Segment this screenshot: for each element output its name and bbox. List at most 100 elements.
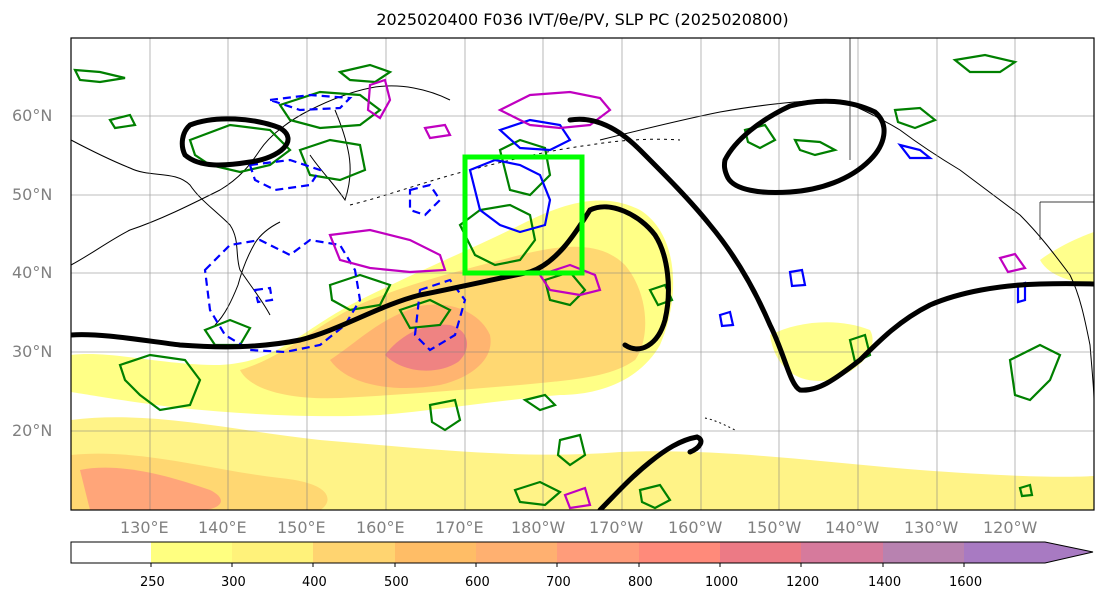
colorbar-swatch-600 <box>476 542 557 563</box>
lon-label-120w: 120°W <box>983 518 1038 537</box>
colorbar-swatch-1000 <box>720 542 801 563</box>
colorbar-swatch-1600 <box>964 542 1045 563</box>
pv-contour-blue <box>497 118 572 152</box>
pv-contour <box>522 393 558 412</box>
colorbar-label-1000: 1000 <box>705 575 739 590</box>
lon-label-130e: 130°E <box>120 518 169 537</box>
lon-label-140e: 140°E <box>198 518 247 537</box>
lat-label-20n: 20°N <box>12 421 53 440</box>
slp-contour-alaska-high <box>721 98 887 195</box>
colorbar-label-400: 400 <box>302 575 327 590</box>
graticule <box>71 38 1094 510</box>
colorbar-label-1400: 1400 <box>868 575 902 590</box>
lat-label-50n: 50°N <box>12 185 53 204</box>
pv-neg-contour <box>413 278 467 352</box>
lon-label-140w: 140°W <box>825 518 880 537</box>
pv-contour-blue <box>788 268 807 288</box>
colorbar-swatch-500 <box>395 542 476 563</box>
pv-neg-contour <box>253 286 274 304</box>
pv-contour <box>638 483 672 510</box>
alaska-coastline <box>599 99 1094 401</box>
map-area <box>71 38 1094 510</box>
pv-neg-contour <box>408 183 442 217</box>
pv-contour-blue <box>718 310 735 328</box>
ivt-band-tropical <box>71 417 1094 510</box>
pv-contour <box>793 138 839 157</box>
pv-contour <box>743 123 777 150</box>
chart-title: 2025020400 F036 IVT/θe/PV, SLP PC (20250… <box>376 10 789 29</box>
pv-contour <box>848 333 872 364</box>
pv-contour <box>278 90 382 130</box>
pv-contour <box>73 68 126 84</box>
pv-contours-blue-dashed <box>203 93 467 354</box>
colorbar-swatch-1400 <box>883 542 964 563</box>
lon-label-130w: 130°W <box>904 518 959 537</box>
lon-label-170w: 170°W <box>589 518 644 537</box>
slp-contour-subtropic <box>597 434 704 510</box>
pv-contour <box>952 53 1018 74</box>
colorbar-label-700: 700 <box>546 575 571 590</box>
ivt-river-peak <box>385 324 468 371</box>
lon-label-150w: 150°W <box>747 518 802 537</box>
colorbar-swatch-700 <box>557 542 639 563</box>
pv-contour <box>513 480 562 507</box>
colorbar-outline <box>70 541 1094 564</box>
slp-contour-kuril-low <box>179 116 291 168</box>
pv-contours-green <box>73 53 1062 510</box>
colorbar-ticks <box>150 563 965 567</box>
colorbar-label-800: 800 <box>628 575 653 590</box>
pv-neg-contour <box>269 93 353 112</box>
pv-contour <box>398 298 452 330</box>
lat-label-60n: 60°N <box>12 106 53 125</box>
pv-contour <box>893 106 938 130</box>
colorbar-label-1200: 1200 <box>786 575 820 590</box>
pv-contour <box>458 203 537 267</box>
theta-e-contour <box>366 78 392 120</box>
pv-neg-contour <box>203 238 362 354</box>
pv-contour <box>1008 343 1062 402</box>
pv-contour <box>108 113 137 130</box>
pv-contour <box>298 138 367 182</box>
ivt-blob-coast <box>1040 232 1094 285</box>
colorbar-swatch-800 <box>639 542 720 563</box>
pv-contour <box>203 318 252 347</box>
colorbar <box>70 541 1094 567</box>
pv-contour <box>188 123 292 174</box>
lon-label-180w: 180°W <box>511 518 566 537</box>
lon-label-170e: 170°E <box>435 518 484 537</box>
hawaii <box>704 417 736 431</box>
pv-neg-contour <box>248 158 322 192</box>
theta-e-contour <box>423 123 452 140</box>
pv-contour-blue <box>468 158 552 234</box>
theta-e-contours <box>328 78 1027 510</box>
map-frame <box>70 37 1095 511</box>
colorbar-swatch-1200 <box>801 542 883 563</box>
theta-e-contour <box>538 263 602 297</box>
pv-contours-blue <box>468 118 1027 328</box>
colorbar-label-600: 600 <box>465 575 490 590</box>
colorbar-label-500: 500 <box>384 575 409 590</box>
slp-pc-contours <box>71 98 1094 510</box>
pv-contour-blue <box>897 143 934 160</box>
ivt-band-tropical-peak <box>80 467 221 510</box>
pv-contour <box>118 353 202 412</box>
colorbar-label-300: 300 <box>221 575 246 590</box>
colorbar-label-1600: 1600 <box>949 575 983 590</box>
colorbar-swatch-300 <box>232 542 313 563</box>
pv-contour <box>556 433 587 467</box>
pv-contour <box>498 138 552 197</box>
slp-contour-gulf-of-alaska <box>567 116 1094 393</box>
slp-contour-westpac <box>71 204 671 352</box>
japan-coastline <box>214 221 281 326</box>
pv-contour <box>428 398 462 432</box>
lat-label-40n: 40°N <box>12 263 53 282</box>
pv-contour <box>648 283 674 307</box>
ivt-blob-east <box>770 322 873 381</box>
theta-e-contour <box>497 90 612 130</box>
lon-label-150e: 150°E <box>277 518 326 537</box>
kamchatka-coastline <box>309 109 351 202</box>
canada-us-border <box>849 38 1094 240</box>
colorbar-label-250: 250 <box>140 575 165 590</box>
colorbar-swatch-400 <box>313 542 395 563</box>
